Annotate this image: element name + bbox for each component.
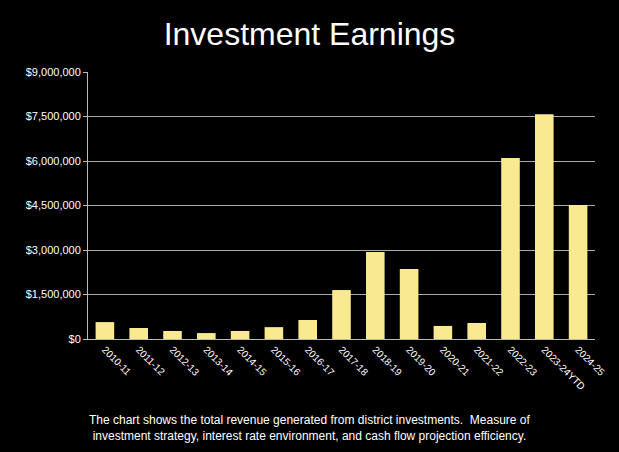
svg-text:2019-20: 2019-20	[404, 344, 438, 378]
svg-text:2013-14: 2013-14	[201, 344, 235, 378]
svg-text:2010-11: 2010-11	[100, 344, 134, 378]
svg-text:2014-15: 2014-15	[235, 344, 269, 378]
svg-text:$7,500,000: $7,500,000	[26, 110, 81, 122]
svg-text:2024-25: 2024-25	[573, 344, 607, 378]
svg-text:Investment Earnings: Investment Earnings	[164, 16, 456, 52]
svg-text:2011-12: 2011-12	[134, 344, 168, 378]
svg-text:2018-19: 2018-19	[370, 344, 404, 378]
svg-text:2012-13: 2012-13	[168, 344, 202, 378]
svg-text:$0: $0	[69, 333, 81, 345]
svg-text:2017-18: 2017-18	[337, 344, 371, 378]
svg-text:2022-23: 2022-23	[506, 344, 540, 378]
svg-text:$1,500,000: $1,500,000	[26, 288, 81, 300]
svg-text:2021-22: 2021-22	[472, 344, 506, 378]
svg-text:2020-21: 2020-21	[438, 344, 472, 378]
svg-text:2015-16: 2015-16	[269, 344, 303, 378]
svg-text:$4,500,000: $4,500,000	[26, 199, 81, 211]
svg-text:$9,000,000: $9,000,000	[26, 66, 81, 78]
svg-text:$6,000,000: $6,000,000	[26, 155, 81, 167]
svg-text:2023-24YTD: 2023-24YTD	[539, 344, 587, 392]
svg-text:2016-17: 2016-17	[303, 344, 337, 378]
svg-text:$3,000,000: $3,000,000	[26, 244, 81, 256]
svg-text:The chart shows the total reve: The chart shows the total revenue genera…	[89, 413, 531, 443]
